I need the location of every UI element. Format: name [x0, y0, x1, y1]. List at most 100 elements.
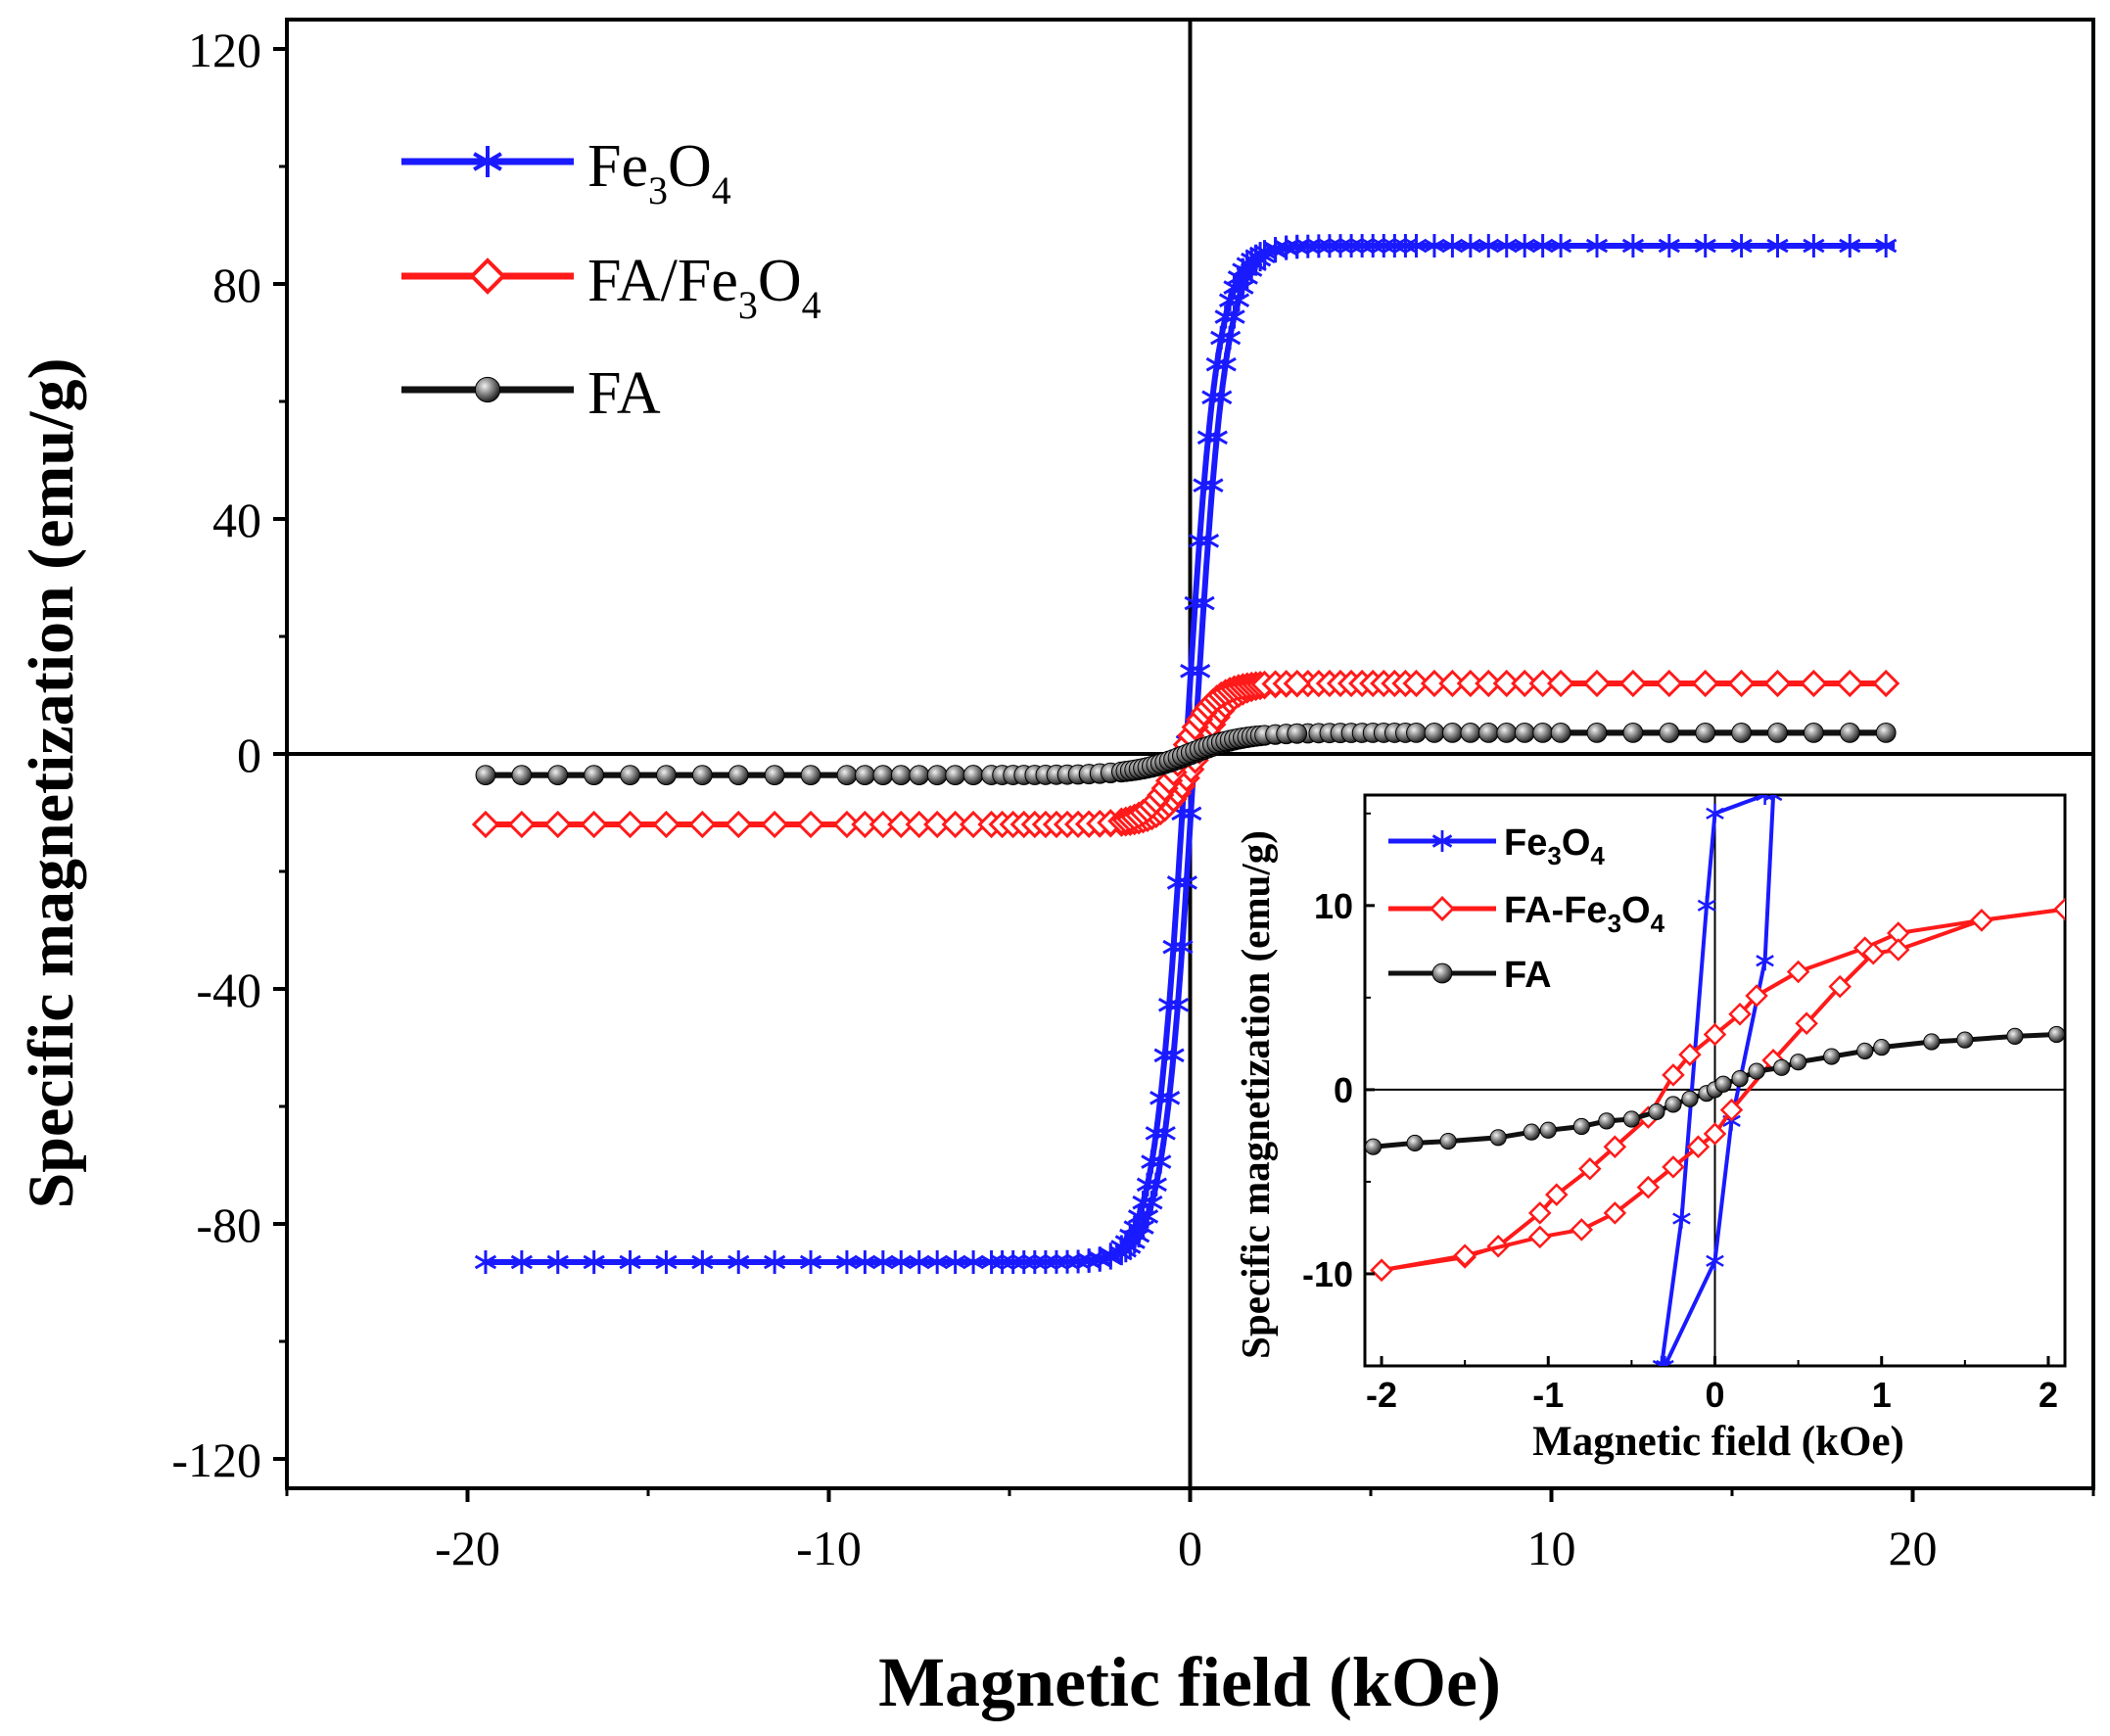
asterisk-stroke — [1175, 875, 1197, 890]
data-point — [1223, 305, 1245, 329]
asterisk-stroke — [1149, 1154, 1172, 1169]
data-point — [835, 1250, 859, 1274]
asterisk-stroke — [926, 1254, 949, 1270]
data-point — [1730, 234, 1753, 258]
main-x-tick-label: -10 — [796, 1521, 862, 1575]
data-point — [855, 765, 875, 785]
data-point — [923, 810, 952, 839]
inset-legend-label-fe3o4: Fe3O4 — [1504, 822, 1605, 870]
data-point — [854, 1250, 876, 1274]
data-point — [1201, 385, 1224, 409]
asterisk-stroke — [1171, 806, 1194, 821]
asterisk-stroke — [1697, 899, 1716, 912]
inset-x-tick-label: 1 — [1872, 1375, 1892, 1415]
data-point — [1438, 669, 1467, 698]
asterisk-stroke — [1132, 1195, 1154, 1210]
data-point — [1214, 352, 1237, 377]
data-point — [1731, 723, 1752, 743]
data-point — [1697, 895, 1716, 915]
data-point — [510, 1250, 533, 1274]
asterisk-stroke — [1286, 239, 1308, 255]
data-point — [1141, 1191, 1163, 1215]
data-point — [1089, 1246, 1111, 1271]
inset-legend-label-fa-fe3o4: FA-Fe3O4 — [1504, 890, 1665, 938]
data-point — [890, 765, 912, 785]
data-point — [1214, 305, 1237, 329]
asterisk-stroke — [1662, 1359, 1674, 1366]
data-point — [1157, 1086, 1181, 1110]
asterisk-stroke — [727, 1254, 750, 1270]
data-point — [1370, 1258, 1393, 1282]
asterisk-stroke — [1694, 238, 1716, 254]
inset-y-tick-label: 0 — [1334, 1070, 1353, 1110]
asterisk-stroke — [1875, 238, 1898, 254]
data-point — [1459, 234, 1481, 258]
data-point — [727, 1250, 750, 1274]
data-point — [1875, 723, 1897, 743]
data-point — [1662, 1155, 1685, 1179]
data-point — [583, 1250, 605, 1274]
data-point — [619, 1250, 641, 1274]
data-point — [1188, 659, 1211, 683]
data-point — [1157, 993, 1181, 1017]
data-point — [1166, 870, 1190, 895]
legend-marker-fa — [474, 376, 501, 403]
asterisk-stroke — [1218, 330, 1242, 346]
asterisk-stroke — [1201, 478, 1224, 493]
data-point — [1153, 1121, 1176, 1146]
data-point — [1691, 669, 1719, 698]
data-point — [727, 765, 749, 785]
asterisk-stroke — [510, 1254, 533, 1270]
asterisk-stroke — [1184, 595, 1206, 611]
data-point — [655, 1250, 678, 1274]
data-point — [1550, 723, 1571, 743]
asterisk-stroke — [1136, 1177, 1159, 1193]
data-point — [691, 765, 713, 785]
data-point — [1439, 1132, 1457, 1150]
main-x-tick-label: 20 — [1889, 1521, 1938, 1575]
data-point — [1424, 723, 1445, 743]
data-point — [1745, 984, 1768, 1008]
data-point — [1205, 425, 1228, 449]
data-point — [1423, 234, 1446, 258]
data-point — [547, 765, 569, 785]
asterisk-stroke — [1405, 238, 1428, 254]
data-point — [475, 765, 496, 785]
data-point — [1287, 723, 1308, 744]
data-point — [1839, 723, 1860, 743]
inset-legend-marker-symbol — [1430, 896, 1455, 921]
data-point — [1656, 1356, 1674, 1366]
data-point — [1873, 1039, 1891, 1056]
main-x-axis-title: Magnetic field (kOe) — [878, 1643, 1501, 1721]
data-point — [1714, 1075, 1732, 1093]
data-point — [1162, 935, 1185, 960]
data-point — [1136, 1172, 1159, 1196]
data-point — [1475, 669, 1503, 698]
data-point — [959, 810, 988, 839]
asterisk-stroke — [1196, 533, 1220, 548]
asterisk-stroke — [1223, 309, 1245, 324]
data-point — [945, 765, 966, 785]
asterisk-stroke — [691, 1254, 714, 1270]
asterisk-stroke — [1149, 1091, 1172, 1105]
main-series-2 — [475, 723, 1897, 785]
main-x-tick-label: 0 — [1178, 1521, 1202, 1575]
data-point — [1756, 795, 1774, 805]
data-point — [890, 1250, 913, 1274]
data-point — [1489, 1129, 1507, 1147]
data-point — [871, 1250, 894, 1274]
data-point — [1153, 1043, 1176, 1067]
asterisk-stroke — [1123, 1220, 1146, 1235]
asterisk-stroke — [1157, 1091, 1181, 1105]
asterisk-stroke — [1162, 1048, 1185, 1063]
data-point — [1127, 1204, 1150, 1229]
data-point — [1803, 234, 1825, 258]
inset-series-2 — [1365, 1025, 2065, 1155]
asterisk-stroke — [1136, 1209, 1159, 1224]
data-point — [1618, 669, 1648, 698]
legend-label-fa-fe3o4: FA/Fe3O4 — [587, 248, 821, 327]
data-point — [944, 1249, 966, 1274]
asterisk-stroke — [1166, 998, 1190, 1012]
